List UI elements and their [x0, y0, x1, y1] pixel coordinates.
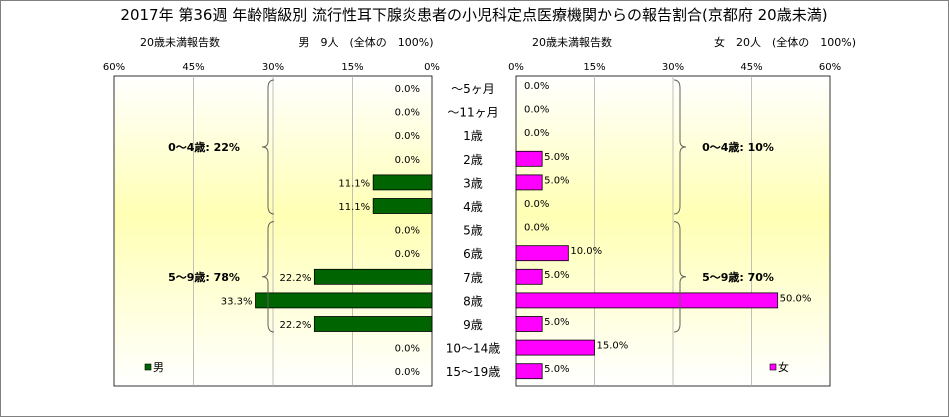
- male-bar: [372, 198, 433, 214]
- category-label: 1歳: [463, 129, 483, 143]
- category-label: 7歳: [463, 271, 483, 285]
- right-tick-label: 30%: [662, 62, 684, 73]
- male-group-label: 5～9歳: 78%: [168, 270, 240, 284]
- female-data-label: 50.0%: [780, 293, 812, 304]
- female-data-label: 5.0%: [544, 152, 569, 163]
- left-tick-label: 45%: [182, 62, 204, 73]
- group-brace: [673, 221, 687, 333]
- left-ylabel: 20歳未満報告数: [140, 36, 220, 49]
- male-data-label: 22.2%: [280, 273, 312, 284]
- female-data-label: 0.0%: [524, 105, 549, 116]
- group-brace: [261, 221, 275, 333]
- group-brace: [673, 79, 687, 215]
- male-bar: [372, 174, 433, 191]
- female-data-label: 15.0%: [597, 341, 629, 352]
- right-ylabel: 20歳未満報告数: [532, 36, 612, 49]
- male-data-labels: 0.0% 0.0% 0.0% 0.0% 11.1% 11.1% 0.0% 0.0% 22.2% 3…: [221, 84, 420, 378]
- female-data-label: 0.0%: [524, 199, 549, 210]
- left-axis-ticks: 60% 45% 30% 15% 0%: [103, 62, 440, 73]
- male-data-label: 0.0%: [395, 155, 420, 166]
- right-tick-label: 60%: [819, 62, 841, 73]
- category-label: 2歳: [463, 153, 483, 167]
- category-label: 6歳: [463, 247, 483, 261]
- right-summary: 女 20人 (全体の 100%): [714, 35, 856, 49]
- category-label: 10～14歳: [446, 342, 501, 356]
- category-label: 9歳: [463, 318, 483, 332]
- right-tick-label: 0%: [508, 62, 524, 73]
- left-gridlines: [193, 76, 353, 386]
- female-data-label: 0.0%: [524, 223, 549, 234]
- female-data-label: 5.0%: [544, 270, 569, 281]
- legend-male-label: 男: [153, 361, 164, 374]
- left-tick-label: 60%: [103, 62, 125, 73]
- left-tick-label: 15%: [341, 62, 363, 73]
- male-data-label: 0.0%: [395, 367, 420, 378]
- female-data-label: 0.0%: [524, 81, 549, 92]
- right-tick-label: 45%: [740, 62, 762, 73]
- category-label: 5歳: [463, 224, 483, 238]
- legend-female-label: 女: [778, 360, 789, 374]
- male-bar: [313, 316, 433, 332]
- female-data-label: 5.0%: [544, 364, 569, 375]
- female-data-label: 10.0%: [570, 246, 602, 257]
- chart-title: 2017年 第36週 年齢階級別 流行性耳下腺炎患者の小児科定点医療機関からの報…: [120, 6, 827, 24]
- category-label: 8歳: [463, 294, 483, 308]
- category-label: 15～19歳: [446, 365, 501, 379]
- right-gridlines: [594, 76, 752, 386]
- male-data-label: 0.0%: [395, 249, 420, 260]
- female-bar: [515, 339, 595, 356]
- female-group-label: 5～9歳: 70%: [702, 270, 774, 284]
- female-bars: [515, 150, 779, 380]
- left-tick-label: 30%: [262, 62, 284, 73]
- female-group-label: 0～4歳: 10%: [702, 140, 774, 154]
- female-data-label: 5.0%: [544, 317, 569, 328]
- male-data-label: 11.1%: [338, 202, 370, 213]
- male-bar: [313, 268, 433, 285]
- male-data-label: 0.0%: [395, 226, 420, 237]
- group-brace: [261, 79, 275, 215]
- female-bar: [515, 245, 569, 262]
- category-label: ～11ヶ月: [447, 106, 498, 120]
- female-bar: [515, 268, 543, 285]
- category-label: 4歳: [463, 200, 483, 214]
- male-bars: [255, 174, 433, 332]
- female-data-labels: 0.0% 0.0% 0.0% 5.0% 5.0% 0.0% 0.0% 10.0% 5.0% 50.…: [524, 81, 811, 375]
- male-data-label: 11.1%: [338, 178, 370, 189]
- left-summary: 男 9人 (全体の 100%): [298, 35, 433, 49]
- category-labels: ～5ヶ月 ～11ヶ月 1歳 2歳 3歳 4歳 5歳 6歳 7歳 8歳 9歳 10～14歳 15～19歳: [446, 82, 501, 379]
- male-data-label: 0.0%: [395, 344, 420, 355]
- male-data-label: 33.3%: [221, 296, 253, 307]
- right-tick-label: 15%: [583, 62, 605, 73]
- female-data-label: 0.0%: [524, 128, 549, 139]
- male-data-label: 0.0%: [395, 84, 420, 95]
- female-data-label: 5.0%: [544, 175, 569, 186]
- male-data-label: 0.0%: [395, 108, 420, 119]
- male-data-label: 22.2%: [280, 320, 312, 331]
- female-bar: [515, 316, 543, 332]
- legend-male-swatch: [144, 363, 152, 371]
- right-axis-ticks: 0% 15% 30% 45% 60%: [508, 62, 841, 73]
- male-data-label: 0.0%: [395, 131, 420, 142]
- left-tick-label: 0%: [424, 62, 440, 73]
- male-bar: [255, 292, 433, 309]
- female-bar: [515, 174, 543, 191]
- female-bar: [515, 292, 779, 309]
- group-braces: 0～4歳: 22% 5～9歳: 78% 0～4歳: 10% 5～9歳: 70%: [168, 79, 774, 333]
- legend-female-swatch: [769, 363, 777, 371]
- female-bar: [515, 363, 543, 380]
- category-label: ～5ヶ月: [451, 82, 495, 96]
- male-group-label: 0～4歳: 22%: [168, 140, 240, 154]
- category-label: 3歳: [463, 176, 483, 190]
- female-bar: [515, 150, 543, 167]
